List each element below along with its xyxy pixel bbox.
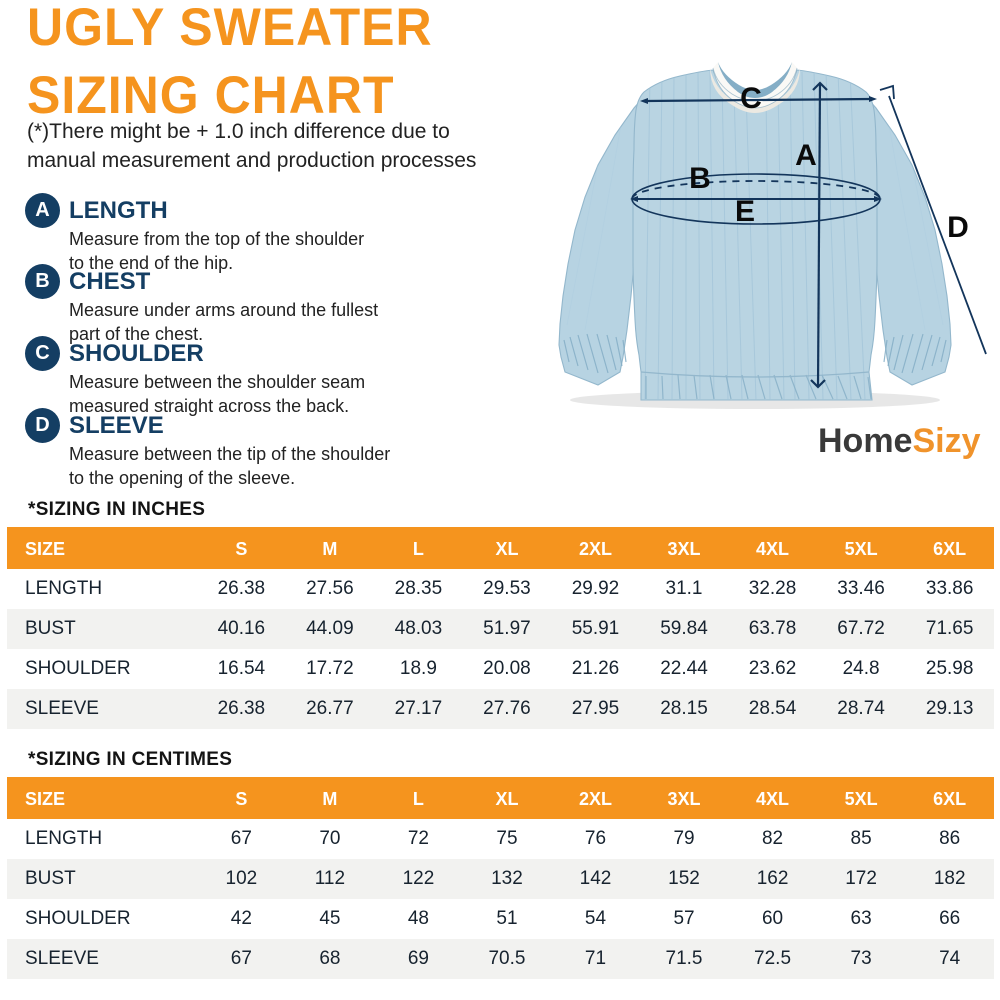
svg-text:A: A	[795, 139, 817, 172]
svg-text:HomeSizy: HomeSizy	[818, 422, 981, 460]
svg-text:C: C	[740, 82, 762, 115]
svg-text:E: E	[735, 195, 755, 228]
svg-text:D: D	[947, 211, 969, 244]
svg-text:B: B	[689, 162, 711, 195]
